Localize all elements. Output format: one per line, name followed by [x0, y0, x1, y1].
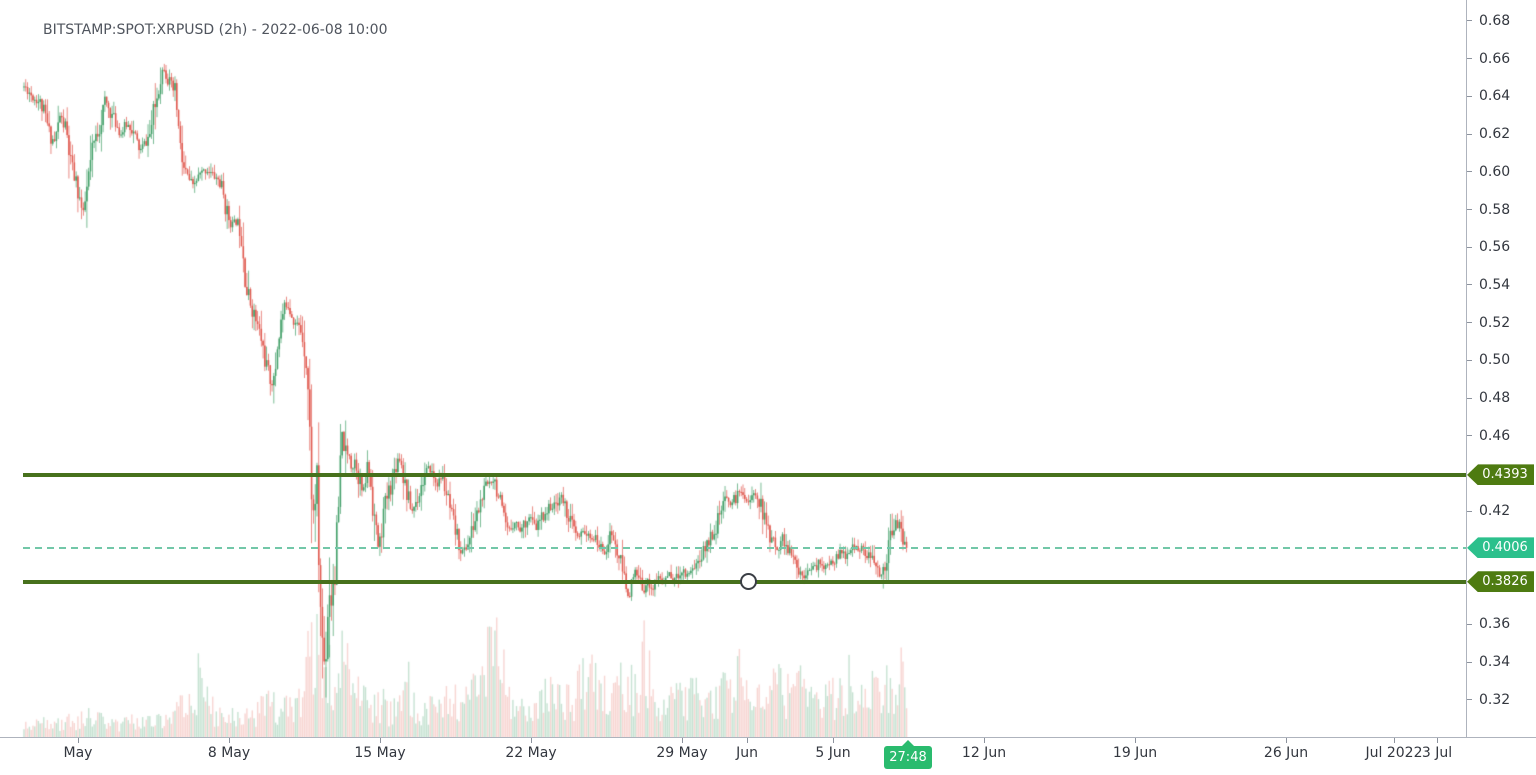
time-axis-tick: [984, 738, 985, 743]
chart-title: BITSTAMP:SPOT:XRPUSD (2h) - 2022-06-08 1…: [43, 22, 388, 38]
price-axis-label: 0.58: [1479, 201, 1511, 218]
price-axis-label: 0.68: [1479, 12, 1511, 29]
time-axis-tick: [1135, 738, 1136, 743]
countdown-label: 27:48: [889, 750, 927, 765]
price-badge-current: 0.4006: [1467, 537, 1534, 559]
time-axis-tick: [682, 738, 683, 743]
time-axis-tick: [78, 738, 79, 743]
time-axis[interactable]: 27:48 May 8 May 15 May 22 May 29 May Jun 5 Jun…: [0, 737, 1536, 775]
time-axis-label: 8 May: [207, 745, 251, 761]
price-axis-label: 0.54: [1479, 276, 1511, 293]
price-axis-label: 0.66: [1479, 50, 1511, 67]
price-axis-tick: [1467, 359, 1472, 361]
time-axis-label: 26 Jun: [1263, 745, 1309, 761]
price-axis-tick: [1467, 209, 1472, 211]
price-axis-label: 0.52: [1479, 314, 1511, 331]
price-axis-tick: [1467, 510, 1472, 512]
time-axis-label: 12 Jun: [961, 745, 1007, 761]
time-axis-tick: [1286, 738, 1287, 743]
time-axis-label: May: [63, 745, 93, 761]
price-axis-tick: [1467, 661, 1472, 663]
price-axis-tick: [1467, 322, 1472, 324]
price-axis-label: 0.64: [1479, 88, 1511, 105]
price-axis-tick: [1467, 397, 1472, 399]
price-axis-tick: [1467, 284, 1472, 286]
time-axis-label: 29 May: [656, 745, 708, 761]
price-axis-tick: [1467, 699, 1472, 701]
price-axis-label: 0.60: [1479, 163, 1511, 180]
time-axis-tick: [747, 738, 748, 743]
current-price-line: [23, 546, 1466, 549]
time-axis-tick: [380, 738, 381, 743]
time-axis-label: 15 May: [354, 745, 406, 761]
price-axis-label: 0.36: [1479, 616, 1511, 633]
price-axis-label: 0.48: [1479, 390, 1511, 407]
price-badge-resistance: 0.4393: [1467, 464, 1534, 486]
price-axis-tick: [1467, 133, 1472, 135]
price-badge-current-label: 0.4006: [1482, 540, 1528, 556]
time-axis-tick: [1437, 738, 1438, 743]
chart-pane[interactable]: BITSTAMP:SPOT:XRPUSD (2h) - 2022-06-08 1…: [0, 0, 1466, 737]
price-axis[interactable]: 0.4393 0.4006 0.3826 0.68 0.66 0.64 0.62 0.6…: [1466, 0, 1536, 737]
time-axis-tick: [833, 738, 834, 743]
line-anchor-handle[interactable]: [739, 573, 757, 591]
price-axis-tick: [1467, 95, 1472, 97]
time-axis-tick: [1394, 738, 1395, 743]
price-axis-label: 0.62: [1479, 126, 1511, 143]
time-axis-tick: [531, 738, 532, 743]
price-axis-tick: [1467, 435, 1472, 437]
time-axis-label: 22 May: [505, 745, 557, 761]
price-axis-label: 0.42: [1479, 503, 1511, 520]
time-axis-label: 3 Jul: [1421, 745, 1453, 761]
price-axis-tick: [1467, 58, 1472, 60]
price-axis-tick: [1467, 171, 1472, 173]
price-axis-tick: [1467, 246, 1472, 248]
time-axis-label: 19 Jun: [1112, 745, 1158, 761]
price-axis-tick: [1467, 623, 1472, 625]
price-axis-label: 0.50: [1479, 352, 1511, 369]
time-axis-label: Jun: [736, 745, 758, 761]
price-badge-support-label: 0.3826: [1482, 574, 1528, 590]
time-axis-label: 5 Jun: [815, 745, 851, 761]
time-axis-tick: [229, 738, 230, 743]
price-badge-support: 0.3826: [1467, 571, 1534, 593]
countdown-badge: 27:48: [884, 740, 932, 769]
horizontal-ray-resistance[interactable]: [23, 472, 1466, 477]
price-badge-resistance-label: 0.4393: [1482, 467, 1528, 483]
price-axis-label: 0.34: [1479, 654, 1511, 671]
price-axis-label: 0.32: [1479, 691, 1511, 708]
countdown-pointer-icon: [901, 740, 915, 747]
time-axis-label: Jul 2022: [1365, 745, 1423, 761]
price-axis-label: 0.46: [1479, 427, 1511, 444]
candlestick-canvas[interactable]: [0, 0, 1466, 737]
price-axis-label: 0.56: [1479, 239, 1511, 256]
price-axis-tick: [1467, 20, 1472, 22]
